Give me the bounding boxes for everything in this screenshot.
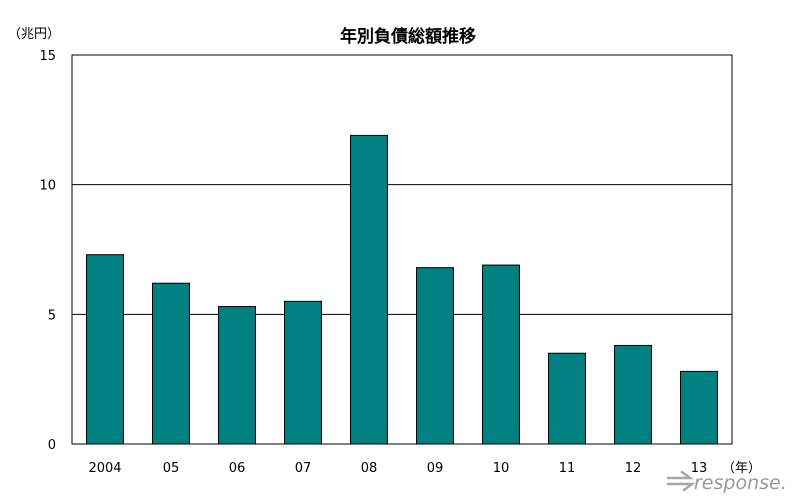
watermark-arrow-icon xyxy=(666,470,696,492)
x-tick-label-11: 11 xyxy=(559,461,576,476)
y-tick-label-10: 10 xyxy=(39,179,56,194)
bar-12 xyxy=(614,344,652,445)
watermark-text: response. xyxy=(694,472,787,494)
chart-title: 年別負債総額推移 xyxy=(340,26,476,47)
x-tick-label-13: 13 xyxy=(691,461,708,476)
x-tick-label-12: 12 xyxy=(625,461,642,476)
grid-lines xyxy=(72,54,732,315)
x-axis-unit-label: （年） xyxy=(722,461,761,476)
bar-08 xyxy=(350,134,388,445)
x-tick-label-2004: 2004 xyxy=(88,461,121,476)
bar-06 xyxy=(218,306,256,445)
axes xyxy=(71,54,733,445)
bar-13 xyxy=(680,370,718,445)
x-tick-label-07: 07 xyxy=(295,461,312,476)
bar-11 xyxy=(548,352,586,445)
y-tick-label-15: 15 xyxy=(39,49,56,64)
x-tick-label-09: 09 xyxy=(427,461,444,476)
x-tick-label-10: 10 xyxy=(493,461,510,476)
y-tick-label-5: 5 xyxy=(48,308,56,323)
plot-area-border xyxy=(71,54,733,445)
y-tick-label-0: 0 xyxy=(48,438,56,453)
bar-10 xyxy=(482,264,520,445)
watermark-logo: response. xyxy=(666,470,787,494)
y-axis-unit-label: （兆円） xyxy=(8,27,60,42)
x-tick-label-08: 08 xyxy=(361,461,378,476)
x-tick-label-06: 06 xyxy=(229,461,246,476)
x-tick-label-05: 05 xyxy=(163,461,180,476)
bar-2004 xyxy=(86,254,124,445)
bar-09 xyxy=(416,267,454,445)
bar-07 xyxy=(284,300,322,445)
bar-05 xyxy=(152,282,190,445)
bars xyxy=(86,134,718,445)
